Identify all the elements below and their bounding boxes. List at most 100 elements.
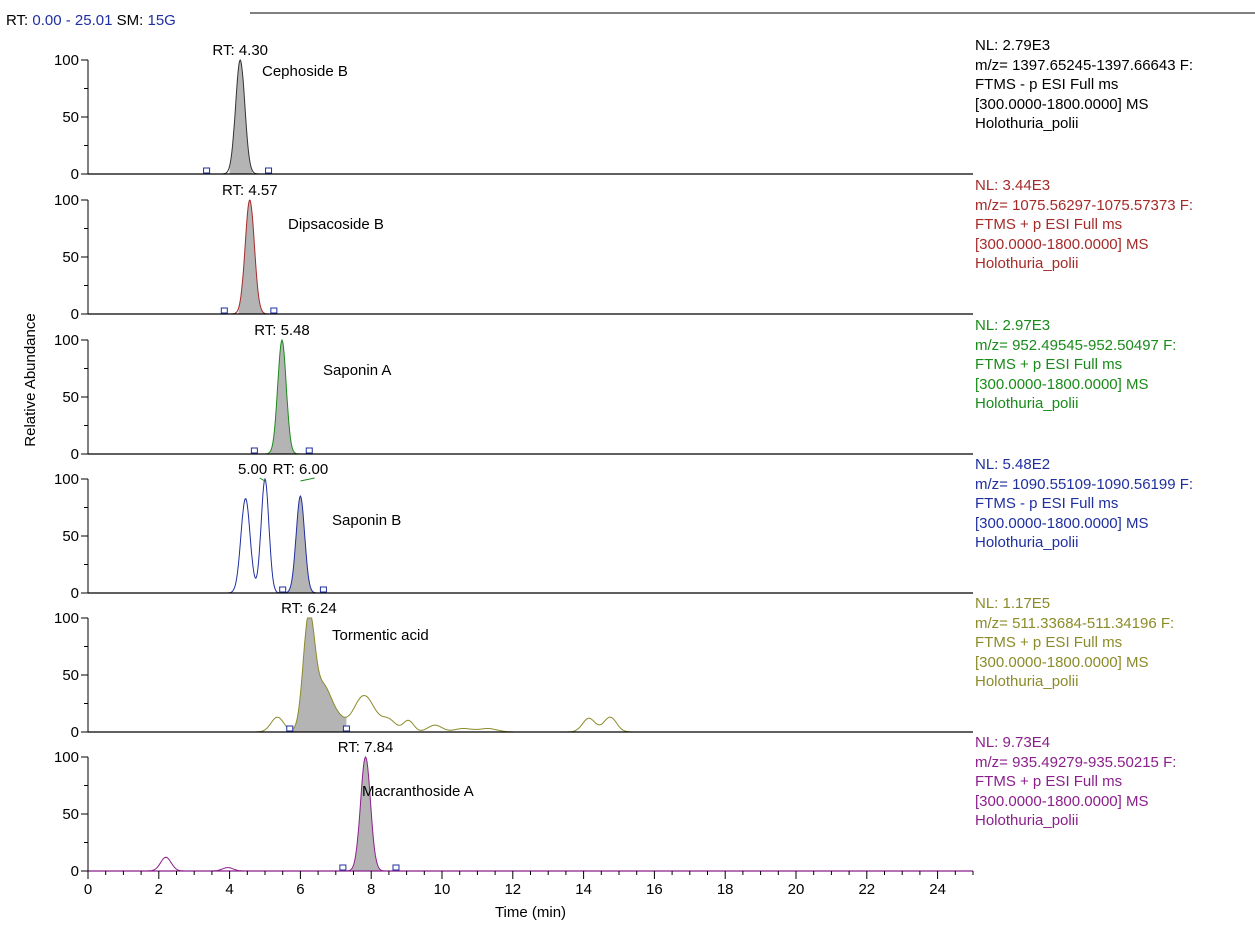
- compound-name: Saponin B: [332, 512, 401, 529]
- rt-label: RT:: [6, 12, 29, 29]
- y-tick-label: 0: [71, 166, 79, 183]
- info-sample: Holothuria_polii: [975, 395, 1079, 412]
- info-range: [300.0000-1800.0000] MS: [975, 792, 1149, 810]
- compound-name: Tormentic acid: [332, 627, 429, 644]
- info-scan: FTMS + p ESI Full ms: [975, 356, 1123, 373]
- info-sample: Holothuria_polii: [975, 534, 1079, 551]
- info-scan: FTMS + p ESI Full ms: [975, 773, 1123, 790]
- y-tick-label: 50: [62, 806, 79, 823]
- info-nl: NL: 1.17E5: [975, 595, 1051, 612]
- y-tick-label: 50: [62, 667, 79, 684]
- series-line: [88, 338, 973, 455]
- rt-label: RT: 5.48: [254, 322, 310, 339]
- integration-marker: [250, 447, 258, 454]
- info-scan: FTMS - p ESI Full ms: [975, 76, 1119, 93]
- x-tick-label: 6: [296, 881, 304, 898]
- x-tick-label: 20: [788, 881, 805, 898]
- y-tick-label: 100: [54, 192, 79, 209]
- integration-marker: [203, 167, 211, 174]
- series-line: [88, 199, 973, 315]
- info-box: NL: 1.17E5 m/z= 511.33684-511.34196 F: FTM…: [975, 594, 1174, 692]
- x-tick-label: 0: [84, 881, 92, 898]
- integration-marker: [220, 307, 228, 314]
- panel-tormentic-acid: 0 50 100 RT: 6.24 Tormentic acid: [54, 600, 973, 741]
- y-tick-label: 0: [71, 863, 79, 880]
- y-axis-title: Relative Abundance: [22, 313, 39, 446]
- info-sample: Holothuria_polii: [975, 255, 1079, 272]
- y-tick-label: 0: [71, 446, 79, 463]
- y-tick-label: 0: [71, 306, 79, 323]
- panel-saponin-a: 0 50 100 RT: 5.48 Saponin A: [54, 322, 973, 463]
- peak-label: 5.00: [238, 461, 267, 478]
- info-nl: NL: 3.44E3: [975, 177, 1051, 194]
- x-tick-label: 24: [929, 881, 946, 898]
- info-mz: m/z= 1090.55109-1090.56199 F:: [975, 475, 1194, 493]
- compound-name: Saponin A: [323, 362, 391, 379]
- x-tick-label: 2: [155, 881, 163, 898]
- info-range: [300.0000-1800.0000] MS: [975, 235, 1149, 253]
- integration-marker: [270, 307, 278, 314]
- info-box: NL: 9.73E4 m/z= 935.49279-935.50215 F: FTM…: [975, 733, 1176, 831]
- y-tick-label: 50: [62, 109, 79, 126]
- panel-cephoside-b: 0 50 100 RT: 4.30 Cephoside B: [54, 42, 973, 183]
- info-scan: FTMS - p ESI Full ms: [975, 495, 1119, 512]
- info-box: NL: 2.79E3 m/z= 1397.65245-1397.66643 F: F…: [975, 36, 1193, 134]
- panel-dipsacoside-b: 0 50 100 RT: 4.57 Dipsacoside B: [54, 182, 973, 323]
- x-tick-label: 22: [858, 881, 875, 898]
- chart-header: RT: 0.00 - 25.01 SM: 15G: [6, 12, 176, 29]
- y-tick-label: 100: [54, 610, 79, 627]
- y-tick-label: 0: [71, 585, 79, 602]
- x-tick-label: 4: [225, 881, 233, 898]
- info-mz: m/z= 952.49545-952.50497 F:: [975, 336, 1177, 354]
- info-range: [300.0000-1800.0000] MS: [975, 653, 1149, 671]
- x-tick-label: 14: [575, 881, 592, 898]
- info-range: [300.0000-1800.0000] MS: [975, 375, 1149, 393]
- series-line: [88, 477, 973, 594]
- integration-marker: [265, 167, 273, 174]
- info-range: [300.0000-1800.0000] MS: [975, 95, 1149, 113]
- y-tick-label: 0: [71, 724, 79, 741]
- y-tick-label: 50: [62, 528, 79, 545]
- x-tick-label: 12: [504, 881, 521, 898]
- info-range: [300.0000-1800.0000] MS: [975, 514, 1149, 532]
- info-sample: Holothuria_polii: [975, 115, 1079, 132]
- x-tick-label: 16: [646, 881, 663, 898]
- integration-marker: [319, 586, 327, 593]
- integration-marker: [279, 586, 287, 593]
- peak-area: [238, 200, 264, 314]
- info-nl: NL: 2.97E3: [975, 317, 1051, 334]
- panel-saponin-b: 0 50 100 RT: 6.00 5.00 Saponin B: [54, 461, 973, 602]
- panel-macranthoside-a: 0 50 100 RT: 7.84 Macranthoside A: [54, 739, 973, 880]
- x-tick-label: 10: [434, 881, 451, 898]
- rt-label: RT: 6.24: [281, 600, 337, 617]
- info-mz: m/z= 935.49279-935.50215 F:: [975, 753, 1177, 771]
- x-tick-label: 18: [717, 881, 734, 898]
- peak-area: [291, 618, 347, 732]
- integration-marker: [342, 725, 350, 732]
- info-nl: NL: 2.79E3: [975, 37, 1051, 54]
- info-sample: Holothuria_polii: [975, 673, 1079, 690]
- peak-area: [288, 496, 315, 593]
- compound-name: Macranthoside A: [362, 783, 474, 800]
- info-nl: NL: 9.73E4: [975, 734, 1051, 751]
- info-box: NL: 3.44E3 m/z= 1075.56297-1075.57373 F: F…: [975, 176, 1193, 274]
- sm-value: 15G: [147, 12, 176, 29]
- info-sample: Holothuria_polii: [975, 812, 1079, 829]
- sm-label: SM:: [116, 12, 144, 29]
- info-mz: m/z= 1075.56297-1075.57373 F:: [975, 196, 1194, 214]
- integration-marker: [339, 864, 347, 871]
- series-line: [88, 756, 973, 872]
- peak-label-leader: [300, 477, 315, 482]
- series-line: [88, 58, 973, 175]
- peak-area: [229, 60, 253, 174]
- y-tick-label: 100: [54, 332, 79, 349]
- y-tick-label: 100: [54, 52, 79, 69]
- x-axis-title: Time (min): [495, 904, 566, 921]
- info-box: NL: 2.97E3 m/z= 952.49545-952.50497 F: FTM…: [975, 316, 1176, 414]
- y-tick-label: 100: [54, 471, 79, 488]
- rt-range: 0.00 - 25.01: [32, 12, 113, 29]
- compound-name: Cephoside B: [262, 63, 348, 80]
- rt-label: RT: 7.84: [338, 739, 394, 756]
